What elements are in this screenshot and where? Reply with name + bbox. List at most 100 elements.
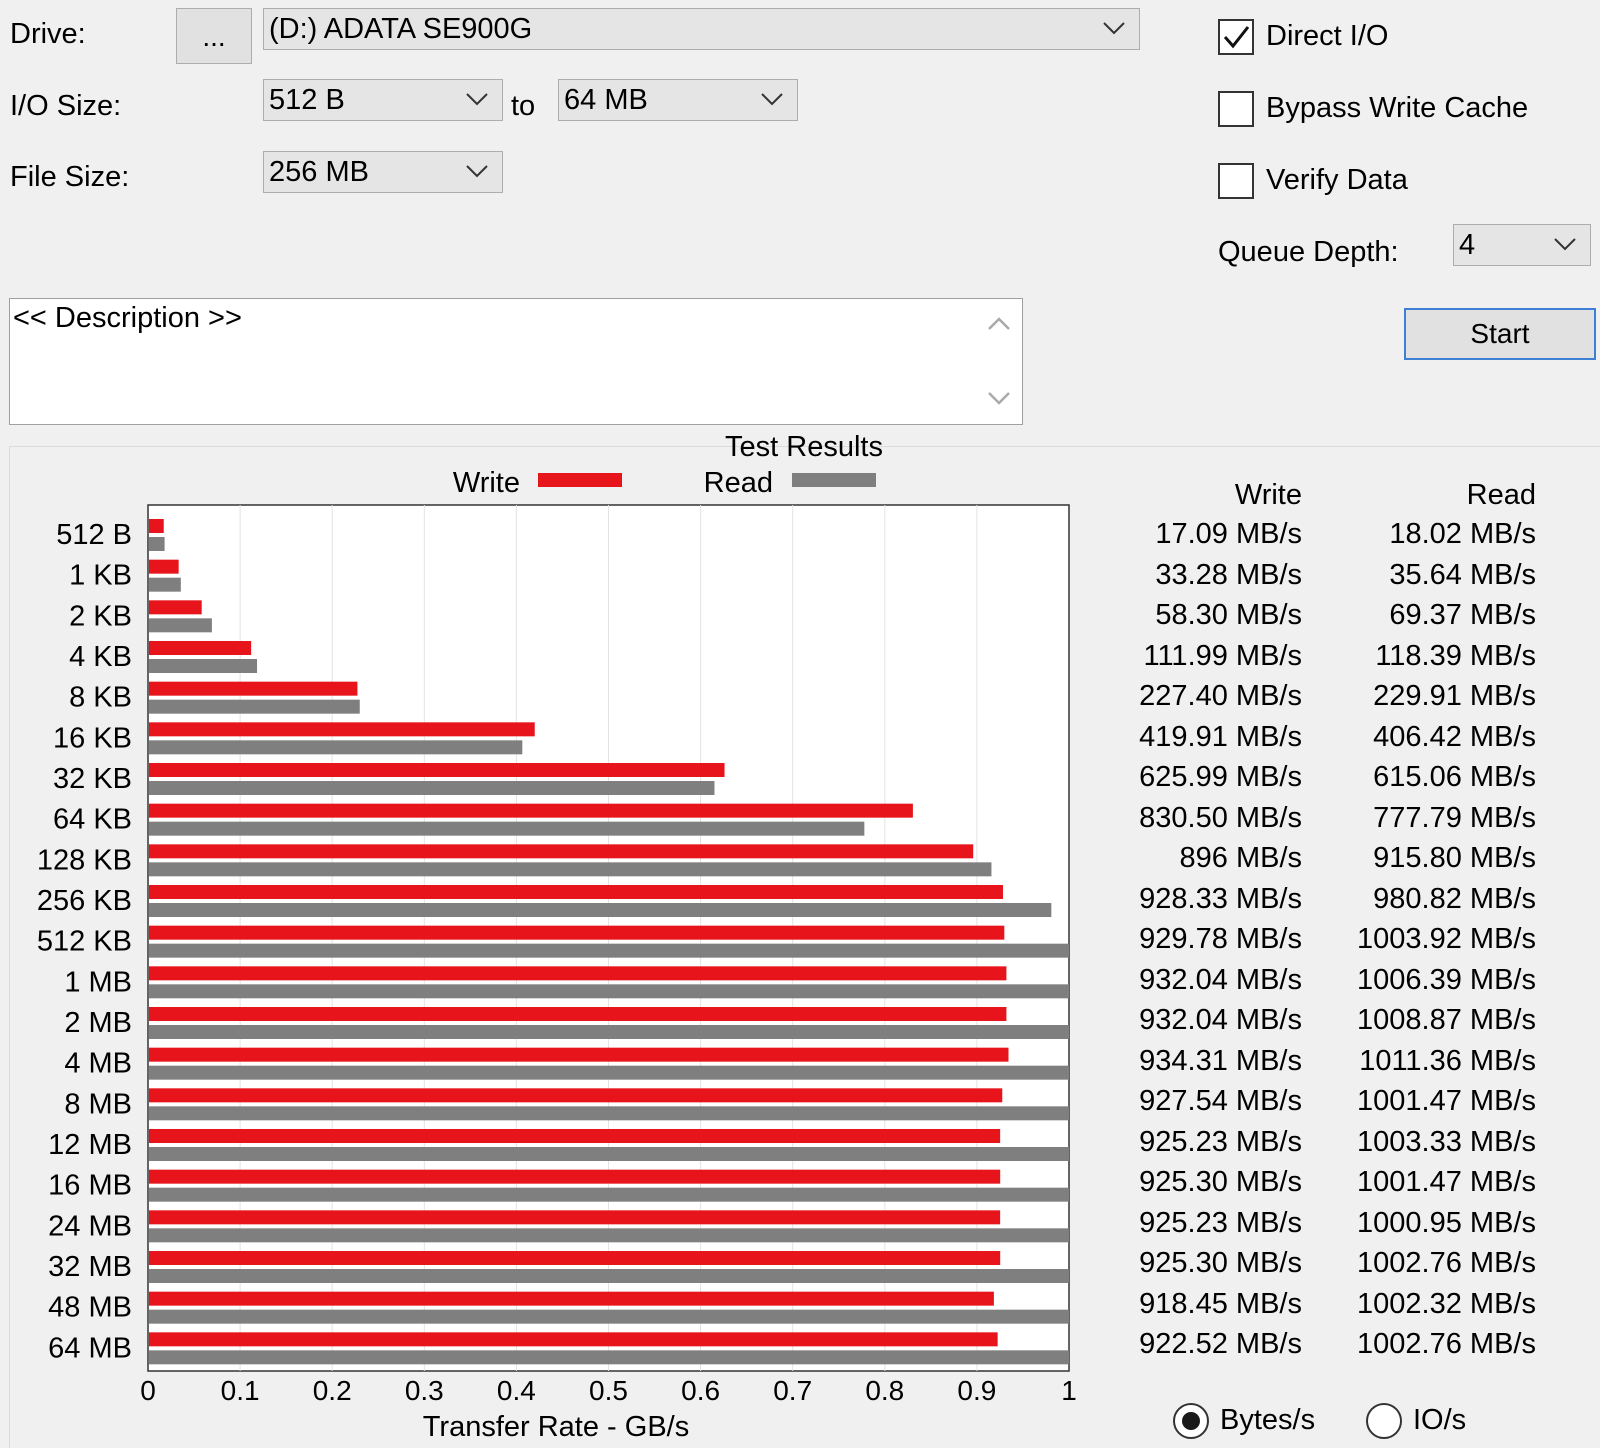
read-value: 1008.87 MB/s bbox=[1357, 1004, 1536, 1036]
legend-swatch-write bbox=[538, 473, 622, 487]
write-column-header: Write bbox=[1234, 479, 1302, 511]
io-size-to-value: 64 MB bbox=[564, 84, 648, 116]
write-value: 896 MB/s bbox=[1179, 842, 1303, 874]
description-text: << Description >> bbox=[13, 302, 242, 334]
category-label: 8 MB bbox=[64, 1088, 132, 1120]
write-bar bbox=[149, 559, 179, 574]
read-bar bbox=[149, 659, 258, 673]
category-label: 32 KB bbox=[53, 763, 132, 795]
category-label: 64 KB bbox=[53, 804, 132, 836]
category-label: 512 B bbox=[56, 519, 132, 551]
bypass-write-cache-label[interactable]: Bypass Write Cache bbox=[1266, 92, 1529, 124]
x-tick-label: 0.3 bbox=[405, 1375, 444, 1406]
io-per-second-label[interactable]: IO/s bbox=[1413, 1404, 1467, 1436]
read-bar bbox=[149, 618, 212, 633]
queue-depth-value: 4 bbox=[1459, 229, 1476, 261]
write-bar bbox=[149, 966, 1007, 981]
io-size-label: I/O Size: bbox=[10, 90, 122, 122]
start-button[interactable]: Start bbox=[1404, 308, 1596, 360]
category-label: 32 MB bbox=[48, 1251, 132, 1283]
browse-button[interactable]: ... bbox=[176, 8, 252, 64]
write-value: 934.31 MB/s bbox=[1139, 1044, 1302, 1077]
write-bar bbox=[149, 1007, 1007, 1021]
category-label: 1 KB bbox=[69, 560, 132, 592]
read-bar bbox=[149, 1187, 1069, 1202]
scroll-down-icon[interactable] bbox=[987, 391, 1011, 405]
queue-depth-label: Queue Depth: bbox=[1218, 236, 1399, 268]
category-label: 1 MB bbox=[64, 966, 132, 998]
read-value: 18.02 MB/s bbox=[1389, 518, 1536, 550]
read-value: 229.91 MB/s bbox=[1373, 680, 1536, 712]
read-value: 615.06 MB/s bbox=[1373, 761, 1536, 793]
category-label: 24 MB bbox=[48, 1210, 132, 1242]
read-bar bbox=[149, 699, 360, 714]
read-value: 1001.47 MB/s bbox=[1357, 1085, 1536, 1117]
chart-title: Test Results bbox=[725, 431, 883, 463]
category-label: 64 MB bbox=[48, 1332, 132, 1364]
legend-label-write: Write bbox=[453, 467, 520, 499]
read-value: 1003.92 MB/s bbox=[1357, 923, 1536, 955]
io-size-from-select[interactable]: 512 B bbox=[263, 79, 503, 121]
chevron-down-icon bbox=[761, 93, 783, 106]
description-scrollbar[interactable] bbox=[976, 299, 1022, 424]
to-label: to bbox=[511, 90, 536, 122]
category-label: 48 MB bbox=[48, 1292, 132, 1324]
bytes-per-second-radio[interactable] bbox=[1173, 1403, 1209, 1439]
category-label: 512 KB bbox=[37, 926, 132, 958]
read-value: 1003.33 MB/s bbox=[1357, 1125, 1536, 1158]
verify-data-label[interactable]: Verify Data bbox=[1266, 164, 1408, 196]
bytes-per-second-label[interactable]: Bytes/s bbox=[1220, 1404, 1316, 1436]
write-bar bbox=[149, 1291, 994, 1306]
x-tick-label: 1 bbox=[1061, 1375, 1077, 1406]
category-label: 2 KB bbox=[69, 600, 132, 632]
write-value: 925.23 MB/s bbox=[1139, 1206, 1302, 1239]
drive-label: Drive: bbox=[10, 18, 86, 50]
category-label: 8 KB bbox=[69, 682, 132, 714]
write-value: 932.04 MB/s bbox=[1139, 1004, 1302, 1036]
io-size-to-select[interactable]: 64 MB bbox=[558, 79, 798, 121]
read-bar bbox=[149, 984, 1069, 999]
transfer-rate-chart: Test Results Write Read 0 0.1 0.2 0.3 0.4 0.5 0.6… bbox=[37, 431, 1077, 1443]
read-value: 980.82 MB/s bbox=[1373, 882, 1536, 915]
direct-io-checkbox[interactable] bbox=[1218, 19, 1254, 55]
read-bar bbox=[149, 1065, 1069, 1080]
write-bar bbox=[149, 803, 913, 818]
io-per-second-radio[interactable] bbox=[1366, 1403, 1402, 1439]
direct-io-label[interactable]: Direct I/O bbox=[1266, 20, 1389, 52]
write-value: 925.23 MB/s bbox=[1139, 1125, 1302, 1158]
category-label: 4 MB bbox=[64, 1048, 132, 1080]
read-bar bbox=[149, 537, 165, 551]
radio-dot-icon bbox=[1182, 1412, 1200, 1430]
drive-select[interactable]: (D:) ADATA SE900G bbox=[263, 8, 1140, 50]
read-bar bbox=[149, 1106, 1069, 1121]
category-label: 4 KB bbox=[69, 641, 132, 673]
chevron-down-icon bbox=[466, 93, 488, 106]
read-value: 915.80 MB/s bbox=[1373, 842, 1536, 874]
scroll-up-icon[interactable] bbox=[987, 317, 1011, 331]
write-bar bbox=[149, 1169, 1001, 1184]
write-value: 932.04 MB/s bbox=[1139, 963, 1302, 996]
write-value: 928.33 MB/s bbox=[1139, 882, 1302, 915]
read-bar bbox=[149, 577, 181, 592]
read-value: 118.39 MB/s bbox=[1375, 639, 1536, 672]
file-size-select[interactable]: 256 MB bbox=[263, 151, 503, 193]
write-value: 419.91 MB/s bbox=[1139, 720, 1302, 753]
bypass-write-cache-checkbox[interactable] bbox=[1218, 91, 1254, 127]
write-value: 922.52 MB/s bbox=[1139, 1328, 1302, 1360]
write-value: 830.50 MB/s bbox=[1139, 801, 1302, 834]
write-value: 625.99 MB/s bbox=[1139, 761, 1302, 793]
write-bar bbox=[149, 1047, 1009, 1062]
write-value: 111.99 MB/s bbox=[1143, 639, 1302, 672]
read-bar bbox=[149, 903, 1052, 917]
queue-depth-select[interactable]: 4 bbox=[1453, 224, 1591, 266]
write-bar bbox=[149, 1129, 1001, 1143]
read-bar bbox=[149, 781, 715, 795]
read-value: 777.79 MB/s bbox=[1373, 801, 1536, 834]
verify-data-checkbox[interactable] bbox=[1218, 163, 1254, 199]
chevron-down-icon bbox=[466, 165, 488, 178]
write-value: 918.45 MB/s bbox=[1139, 1287, 1302, 1320]
x-tick-label: 0 bbox=[140, 1375, 156, 1406]
read-bar bbox=[149, 1147, 1069, 1161]
write-bar bbox=[149, 600, 202, 615]
description-textarea[interactable]: << Description >> bbox=[9, 298, 1023, 425]
